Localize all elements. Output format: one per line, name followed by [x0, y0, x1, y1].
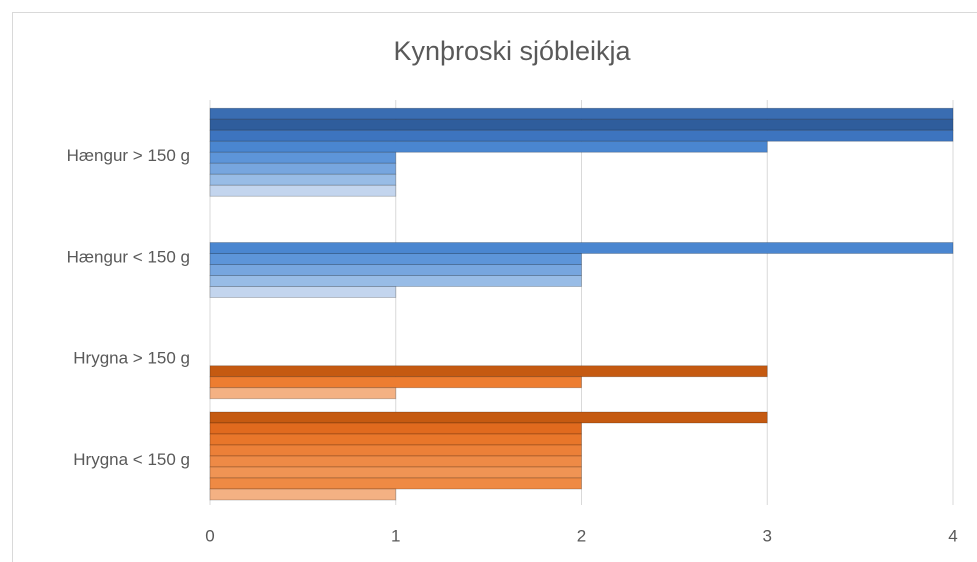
y-tick-label: Hængur < 150 g [67, 247, 190, 266]
bar [209, 184, 397, 197]
bar [209, 286, 397, 298]
y-tick-label: Hængur > 150 g [67, 146, 190, 165]
bar [209, 151, 397, 164]
bar [209, 455, 582, 468]
bar [209, 365, 768, 378]
x-tick-label: 2 [577, 526, 586, 545]
bar [209, 129, 954, 142]
bar [209, 264, 582, 276]
bar [209, 275, 582, 287]
chart-title: Kynþroski sjóbleikja [393, 36, 631, 66]
bar [209, 387, 397, 400]
bar [209, 162, 397, 175]
bar [209, 433, 582, 446]
bar [209, 107, 954, 120]
x-tick-label: 1 [391, 526, 400, 545]
bar [209, 242, 954, 254]
x-tick-label: 3 [763, 526, 772, 545]
bar [209, 422, 582, 435]
bar [209, 411, 768, 424]
bar [209, 376, 582, 389]
bar [209, 488, 397, 501]
x-tick-label: 4 [948, 526, 957, 545]
y-tick-label: Hrygna > 150 g [73, 349, 190, 368]
bar [209, 477, 582, 490]
bar [209, 140, 768, 153]
bar [209, 118, 954, 131]
bar [209, 466, 582, 479]
bar [209, 173, 397, 186]
y-tick-label: Hrygna < 150 g [73, 450, 190, 469]
bar [209, 444, 582, 457]
bar [209, 253, 582, 265]
x-tick-label: 0 [205, 526, 214, 545]
